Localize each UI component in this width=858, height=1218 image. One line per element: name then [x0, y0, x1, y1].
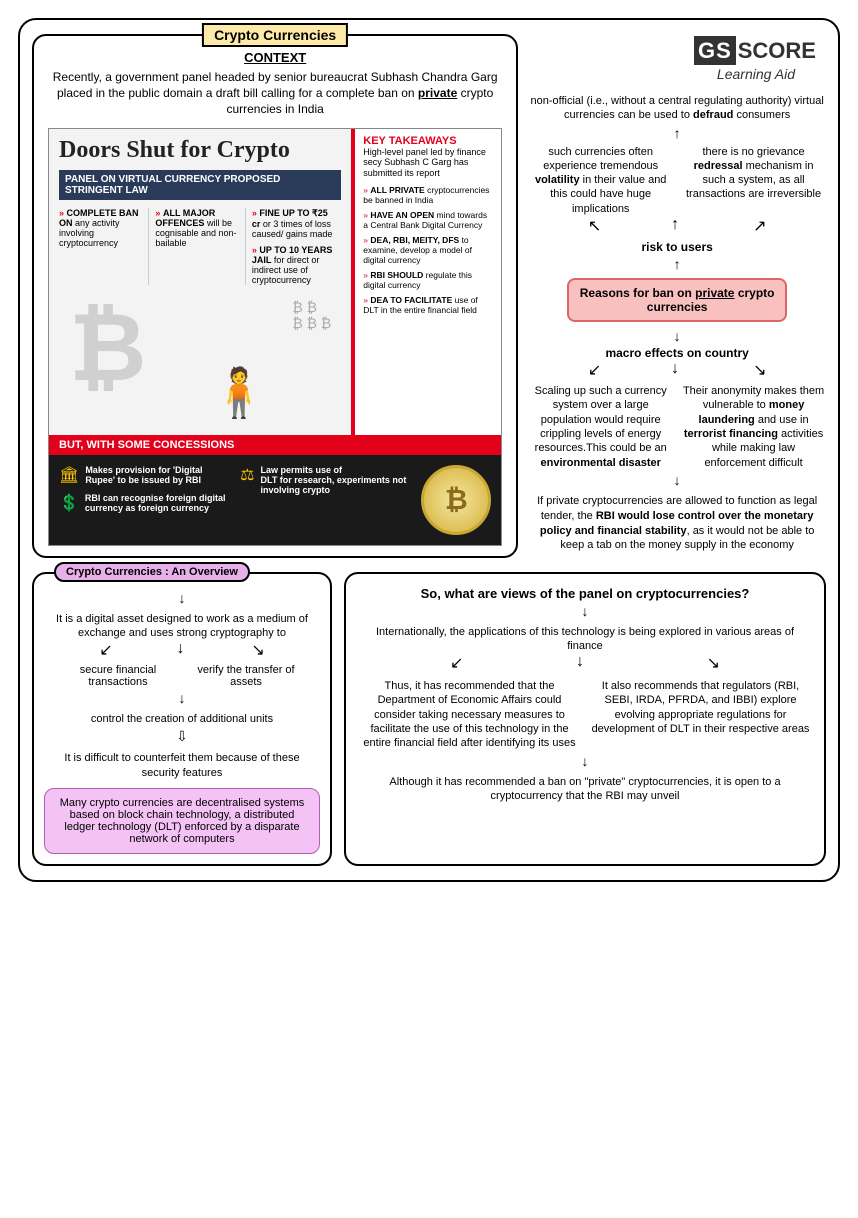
arrow-down-icon: ⇩ — [44, 728, 320, 745]
overview-secure: secure financial transactions — [58, 664, 178, 688]
person-icon: 🧍 — [209, 364, 269, 421]
bank-icon: 🏛 — [59, 465, 79, 485]
overview-t2: control the creation of additional units — [44, 712, 320, 726]
redressal-text: there is no grievance redressal mechanis… — [681, 145, 826, 216]
currency-icon: 💲 — [59, 493, 79, 513]
arrow-down-icon: ↓ — [44, 590, 320, 606]
arrow-up-icon: ↑ — [528, 256, 826, 272]
diverge-arrows-icon: ↙↓↘ — [360, 653, 810, 673]
crypto-illustration: ₿ 🧍 ₿ ₿₿ ₿ ₿ — [59, 289, 341, 429]
title-chip: Crypto Currencies — [202, 23, 348, 47]
logo: GSSCORE Learning Aid — [694, 38, 818, 82]
news-subhead: PANEL ON VIRTUAL CURRENCY PROPOSED STRIN… — [59, 170, 341, 200]
reasons-chip: Reasons for ban on private crypto curren… — [567, 278, 787, 322]
arrow-down-icon: ↓ — [528, 472, 826, 488]
overview-box: Crypto Currencies : An Overview ↓ It is … — [32, 572, 332, 866]
panel-views-box: So, what are views of the panel on crypt… — [344, 572, 826, 866]
context-text: Recently, a government panel headed by s… — [48, 69, 502, 118]
concessions-body: 🏛Makes provision for 'Digital Rupee' to … — [49, 455, 501, 545]
page-frame: GSSCORE Learning Aid Crypto Currencies C… — [18, 18, 840, 882]
overview-pink: Many crypto currencies are decentralised… — [44, 788, 320, 854]
key-takeaways: KEY TAKEAWAYS High-level panel led by fi… — [351, 129, 501, 435]
reasons-diagram: non-official (i.e., without a central re… — [528, 34, 826, 558]
news-clip: Doors Shut for Crypto PANEL ON VIRTUAL C… — [48, 128, 502, 546]
overview-verify: verify the transfer of assets — [186, 664, 306, 688]
arrow-down-icon: ↓ — [360, 603, 810, 619]
diverge-arrows-icon: ↙↓↘ — [528, 360, 826, 380]
risk-label: risk to users — [528, 240, 826, 254]
news-bullets: » COMPLETE BAN ON any activity involving… — [59, 208, 341, 285]
rbi-text: If private cryptocurrencies are allowed … — [528, 494, 826, 553]
arrow-up-icon: ↑ — [528, 125, 826, 141]
overview-t3: It is difficult to counterfeit them beca… — [44, 751, 320, 780]
logo-tag: Learning Aid — [694, 66, 818, 82]
bitcoin-b-icon: ₿ — [69, 294, 146, 403]
converge-arrows-icon: ↖↑↗ — [528, 216, 826, 236]
law-icon: ⚖ — [240, 465, 254, 495]
arrow-down-icon: ↓ — [360, 753, 810, 769]
arrow-down-icon: ↓ — [528, 328, 826, 344]
defraud-text: non-official (i.e., without a central re… — [528, 94, 826, 123]
overview-t1: It is a digital asset designed to work a… — [44, 612, 320, 641]
panel-right: It also recommends that regulators (RBI,… — [591, 679, 810, 750]
context-head: CONTEXT — [48, 50, 502, 65]
diverge-arrows-icon: ↙↓↘ — [44, 640, 320, 660]
logo-score: SCORE — [736, 36, 818, 65]
bitcoin-coin-icon: ₿ — [421, 465, 491, 535]
panel-left: Thus, it has recommended that the Depart… — [360, 679, 579, 750]
panel-question: So, what are views of the panel on crypt… — [360, 586, 810, 601]
small-coins-icon: ₿ ₿₿ ₿ ₿ — [292, 299, 331, 331]
laundering-text: Their anonymity makes them vulnerable to… — [681, 384, 826, 470]
volatility-text: such currencies often experience tremend… — [528, 145, 673, 216]
overview-chip: Crypto Currencies : An Overview — [54, 562, 250, 582]
logo-gs: GS — [694, 36, 736, 65]
concessions-bar: BUT, WITH SOME CONCESSIONS — [49, 435, 501, 455]
panel-t1: Internationally, the applications of thi… — [360, 625, 810, 654]
env-text: Scaling up such a currency system over a… — [528, 384, 673, 470]
macro-label: macro effects on country — [528, 346, 826, 360]
panel-t2: Although it has recommended a ban on "pr… — [360, 775, 810, 804]
arrow-down-icon: ↓ — [44, 690, 320, 706]
context-box: Crypto Currencies CONTEXT Recently, a go… — [32, 34, 518, 558]
news-headline: Doors Shut for Crypto — [59, 137, 341, 164]
